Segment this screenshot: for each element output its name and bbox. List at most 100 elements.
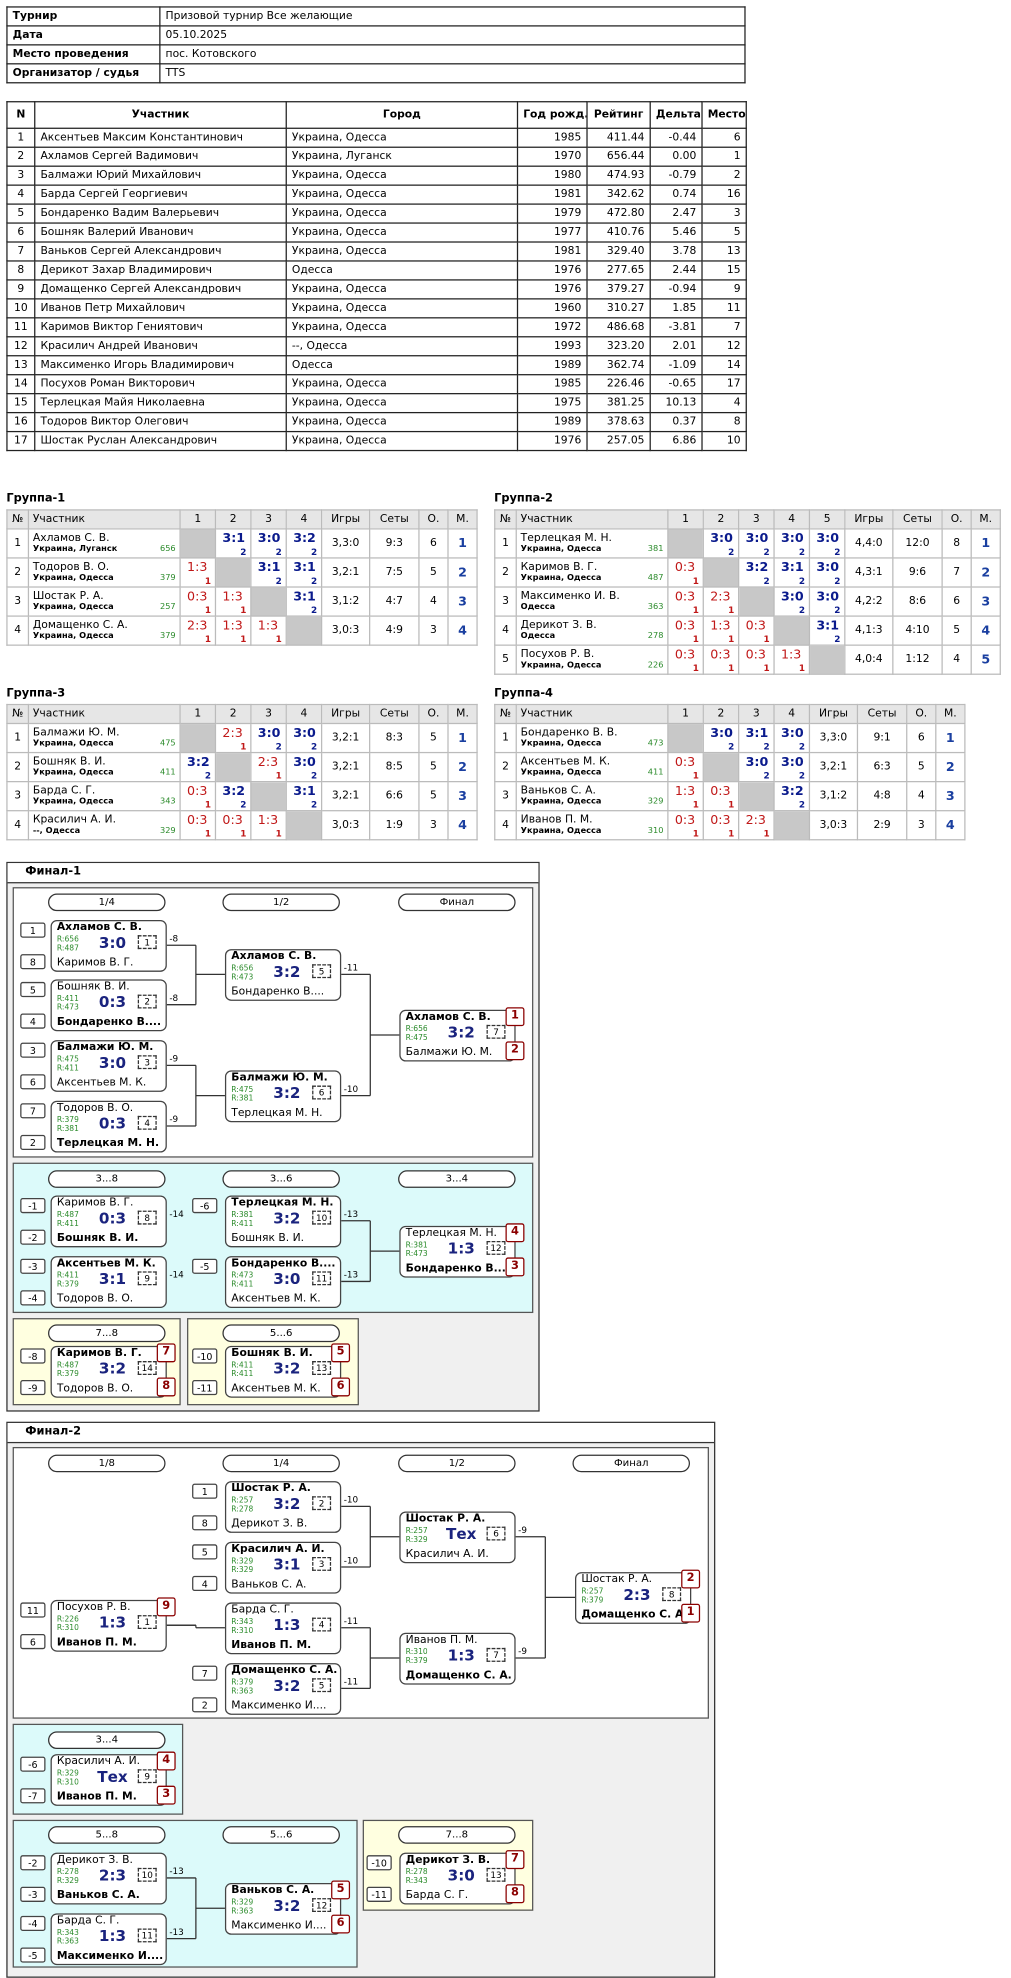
points: 7 (941, 557, 972, 588)
player-cell: 15 (6, 393, 36, 414)
score-wrap: 3:0 2 (252, 530, 285, 557)
player-rating: R:411 (231, 1369, 254, 1379)
match-points: 1 (240, 741, 247, 752)
player-rating: R:381 (231, 1094, 254, 1104)
score-cell: 3:1 2 (285, 780, 323, 812)
score: 3:2 (780, 784, 804, 799)
player-cell: 379.27 (586, 279, 651, 300)
sets: 4:9 (369, 615, 420, 646)
match-score: 3:2 (98, 1359, 127, 1378)
sets: 4:7 (369, 586, 420, 617)
games: 3,1:2 (808, 780, 859, 812)
player-name: Максименко И.... (231, 1699, 327, 1713)
player-cell: 12 (6, 336, 36, 357)
player-rating: R:329 (231, 1565, 254, 1575)
match-box: Дерикот З. В. R:278 Ваньков С. А. R:329 2:3 1… (50, 1852, 167, 1905)
match-box: Ваньков С. А. R:329 Максименко И.... R:363 3… (224, 1882, 342, 1935)
score-wrap: 0:3 1 (669, 559, 702, 586)
score: 3:0 (780, 726, 804, 741)
score-cell: 2:3 1 (702, 586, 740, 617)
participant-rating: 379 (159, 572, 176, 583)
match-box: Шостак Р. А. R:257 Домащенко С. А. R:379 2:3… (575, 1572, 692, 1624)
player-rating: R:329 (405, 1535, 428, 1545)
player-cell: 11 (6, 317, 36, 338)
place: 1 (970, 528, 1001, 559)
score: 0:3 (674, 813, 696, 828)
player-row: 16 Тодоров Виктор Олегович Украина, Одесса… (6, 411, 747, 433)
match-points: 1 (204, 576, 212, 587)
player-name: Тодоров В. О. (56, 1101, 134, 1115)
player-name: Шостак Р. А. (581, 1573, 653, 1587)
participant-name: Терлецкая М. Н. (520, 531, 612, 545)
group-table: № Участник 1 2 3 4 Игры Сеты О. М. 1 Ахламов С. В. У… (6, 509, 478, 646)
participant-rating: 411 (159, 767, 176, 778)
player-row: 8 Дерикот Захар Владимирович Одесса 1976 277… (6, 260, 747, 281)
score-cell: 0:3 1 (702, 644, 740, 675)
player-name: Ахламов С. В. (56, 921, 142, 934)
match-number: 9 (137, 1769, 157, 1784)
player-rating: R:379 (56, 1115, 79, 1125)
match-box: Аксентьев М. К. R:411 Тодоров В. О. R:379 3:… (50, 1256, 167, 1308)
player-cell: Дерикот Захар Владимирович (34, 260, 287, 281)
place: 3 (970, 586, 1001, 617)
score-cell: 1:3 1 (214, 586, 252, 617)
points: 5 (418, 751, 449, 783)
seed-box: -3 (20, 1886, 46, 1902)
player-cell: 1976 (516, 430, 588, 452)
score-wrap: 3:1 2 (252, 559, 285, 586)
player-name: Максименко И.... (56, 1949, 164, 1963)
score-cell: 0:3 1 (702, 780, 740, 812)
player-cell: 3.78 (649, 241, 703, 262)
match-number: 1 (137, 1615, 157, 1629)
player-cell: 2.47 (649, 203, 703, 224)
score-cell: 3:1 2 (285, 557, 323, 588)
round-header: Финал (572, 1454, 691, 1473)
player-name: Бошняк В. И. (56, 1232, 139, 1245)
player-cell: 1970 (516, 146, 588, 167)
participant-rating: 329 (159, 825, 176, 836)
loser-destination: -14 (169, 1270, 184, 1281)
player-rating: R:656 (231, 964, 254, 974)
participant: Посухов Р. В. Украина, Одесса 226 (515, 644, 669, 675)
match-points: 2 (763, 741, 770, 752)
score-cell: 3:0 2 (738, 751, 775, 783)
score-wrap: 3:0 2 (740, 754, 773, 781)
round-header: 3...8 (48, 1170, 166, 1188)
header-value: Призовой турнир Все желающие (159, 6, 746, 27)
player-cell: 0.00 (649, 146, 703, 167)
column-header: Участник (515, 509, 669, 530)
seed-box: 2 (20, 1134, 46, 1151)
player-name: Иванов П. М. (231, 1639, 312, 1652)
player-rating: R:656 (56, 935, 79, 945)
participant-info: Украина, Одесса 411 (521, 768, 664, 777)
player-name: Дерикот З. В. (231, 1517, 308, 1531)
place: 4 (447, 810, 478, 841)
match-number: 2 (312, 1496, 332, 1511)
player-cell: Одесса (285, 260, 519, 281)
match-points: 2 (834, 634, 841, 645)
player-name: Ваньков С. А. (231, 1884, 315, 1897)
column-header: О. (906, 703, 937, 725)
score: 3:1 (222, 532, 246, 546)
participant: Тодоров В. О. Украина, Одесса 379 (27, 557, 181, 588)
column-header: 3 (250, 703, 287, 725)
score-cell: 3:1 2 (773, 557, 811, 588)
match-score: Тех (97, 1767, 128, 1786)
score: 0:3 (674, 590, 696, 605)
player-cell: 8 (6, 260, 36, 281)
place-box: 1 (505, 1007, 525, 1027)
column-header: Город (285, 101, 519, 129)
self-cell (179, 528, 217, 559)
sets: 6:3 (856, 751, 908, 783)
seed-box: 11 (20, 1602, 46, 1618)
score-wrap: 3:2 2 (740, 559, 773, 586)
header-row: Дата 05.10.2025 (6, 25, 746, 46)
player-cell: 378.63 (586, 411, 651, 433)
place: 2 (935, 751, 966, 783)
column-header: № (6, 703, 30, 725)
match-score: 0:3 (98, 1209, 127, 1228)
row-number: 4 (494, 810, 517, 841)
player-cell: 13 (701, 241, 747, 262)
player-rating: R:473 (56, 1003, 79, 1013)
